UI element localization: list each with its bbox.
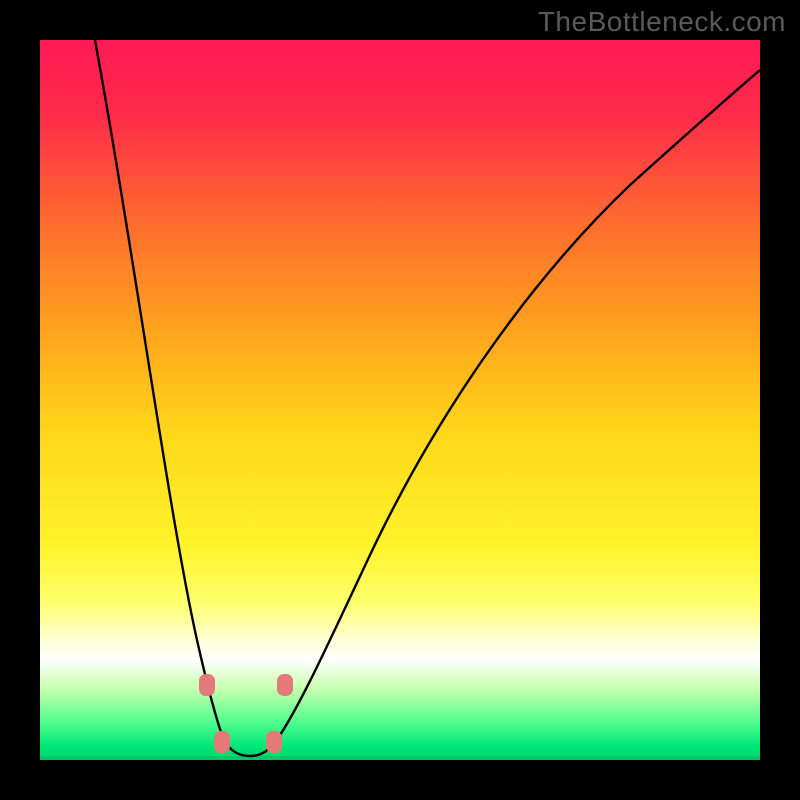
chart-container: TheBottleneck.com <box>0 0 800 800</box>
marker-point <box>266 731 282 753</box>
watermark-text: TheBottleneck.com <box>538 6 786 38</box>
marker-point <box>277 674 293 696</box>
marker-point <box>199 674 215 696</box>
marker-point <box>214 731 230 753</box>
bottleneck-curve-chart <box>0 0 800 800</box>
gradient-plot-area <box>40 40 760 760</box>
